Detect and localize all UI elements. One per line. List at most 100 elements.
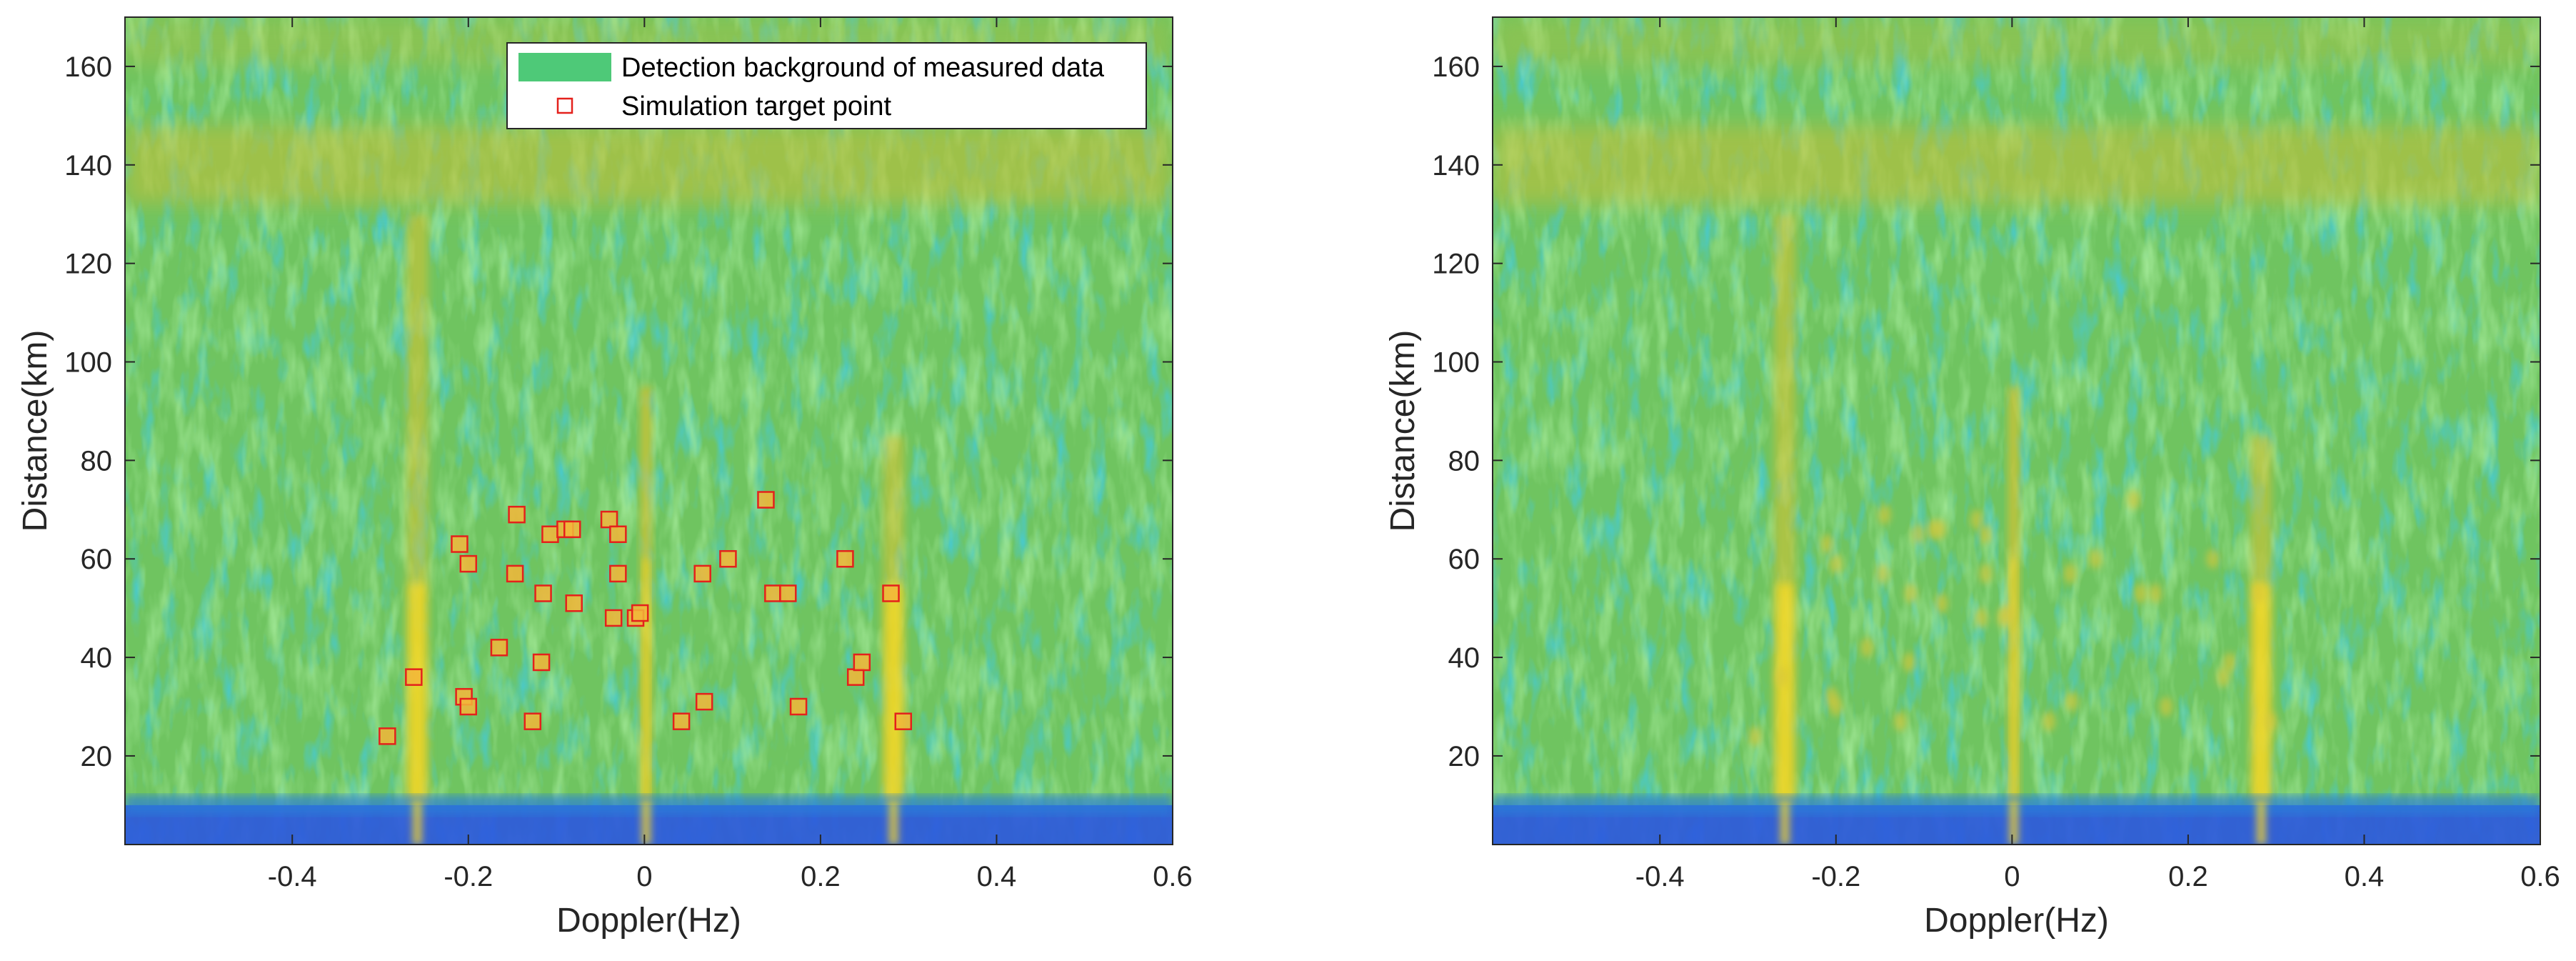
left-panel: -0.4 -0.2 0 0.2 0.4 0.6 20 40 60 80 100 120 140 160 Do… — [16, 16, 1193, 940]
embedded-target-blob — [1878, 504, 1891, 525]
doppler-streak-core — [643, 559, 649, 815]
target-fill — [633, 606, 648, 621]
target-fill — [602, 512, 617, 527]
simulation-target-marker — [882, 584, 900, 602]
embedded-target-blob — [1903, 652, 1916, 672]
embedded-target-blob — [2127, 489, 2140, 510]
embedded-target-blob — [2149, 583, 2162, 604]
doppler-streak-core — [885, 583, 903, 815]
simulation-target-marker — [853, 653, 871, 672]
target-fill — [697, 694, 712, 709]
simulation-target-marker — [506, 564, 524, 583]
simulation-target-marker — [405, 668, 423, 686]
embedded-target-blob — [2160, 697, 2173, 717]
simulation-target-marker — [565, 594, 583, 612]
simulation-target-marker — [563, 520, 581, 539]
doppler-streak-core — [2252, 583, 2270, 815]
x-tick-label: -0.4 — [1635, 861, 1685, 892]
embedded-target-blob — [1820, 534, 1834, 554]
embedded-target-blob — [2065, 692, 2079, 712]
target-fill — [758, 492, 773, 507]
x-tick-label: 0.2 — [801, 861, 841, 892]
axes-box — [1492, 16, 2541, 845]
doppler-streak-core — [409, 583, 426, 815]
simulation-target-marker — [379, 727, 396, 745]
legend-entry-label: Simulation target point — [621, 91, 892, 121]
y-tick-label: 140 — [64, 150, 112, 181]
y-tick-label: 80 — [81, 445, 113, 477]
x-tick-label: 0 — [2004, 861, 2020, 892]
embedded-target-blob — [1979, 524, 1993, 544]
simulation-target-marker — [532, 653, 551, 672]
target-fill — [534, 654, 549, 669]
simulation-target-marker — [779, 584, 797, 602]
simulation-target-marker — [693, 564, 711, 583]
x-tick-label: -0.2 — [1811, 861, 1860, 892]
streak-floor — [641, 800, 651, 845]
y-tick-label: 80 — [1448, 445, 1480, 477]
simulation-target-marker — [523, 712, 542, 730]
y-tick-label: 100 — [1432, 347, 1480, 379]
embedded-target-blob — [2001, 603, 2015, 624]
target-fill — [896, 714, 911, 729]
doppler-streak-core — [2010, 559, 2017, 815]
embedded-target-blob — [1829, 697, 1843, 717]
simulation-target-marker — [534, 584, 552, 602]
x-axis-label: Doppler(Hz) — [1924, 902, 2109, 940]
simulation-target-marker — [719, 549, 737, 568]
right-panel: -0.4 -0.2 0 0.2 0.4 0.6 20 40 60 80 100 120 140 160 Do… — [1384, 16, 2560, 940]
target-layer — [1748, 489, 2277, 747]
legend-entry-label: Detection background of measured data — [621, 53, 1105, 83]
y-axis-label: Distance(km) — [1384, 330, 1422, 532]
target-fill — [509, 507, 524, 522]
embedded-target-blob — [2043, 711, 2056, 732]
y-tick-label: 120 — [64, 249, 112, 280]
target-fill — [543, 527, 558, 542]
legend-box — [506, 42, 1147, 129]
embedded-target-blob — [1748, 726, 1762, 747]
target-fill — [452, 537, 467, 552]
embedded-target-blob — [1933, 519, 1947, 539]
y-tick-label: 60 — [1448, 544, 1480, 575]
embedded-target-blob — [2134, 583, 2147, 604]
simulation-target-marker — [604, 609, 623, 627]
embedded-target-blob — [1893, 711, 1907, 732]
embedded-target-blob — [2264, 711, 2277, 732]
embedded-target-blob — [1829, 554, 1843, 574]
simulation-target-marker — [451, 535, 468, 553]
top-haze — [1493, 17, 2540, 66]
y-tick-label: 60 — [81, 544, 113, 575]
simulation-target-marker — [672, 712, 691, 730]
target-layer — [379, 491, 913, 745]
y-tick-label: 160 — [64, 51, 112, 83]
simulation-target-marker — [695, 692, 713, 711]
x-tick-label: 0 — [636, 861, 652, 892]
heatmap-background — [1493, 17, 2540, 845]
embedded-target-blob — [1911, 524, 1925, 544]
target-fill — [766, 586, 781, 601]
embedded-target-blob — [1970, 509, 1984, 530]
simulation-target-marker — [757, 491, 775, 509]
embedded-target-blob — [1860, 637, 1873, 658]
target-fill — [721, 552, 736, 567]
streak-floor — [888, 800, 899, 845]
x-axis-label: Doppler(Hz) — [556, 902, 741, 940]
target-fill — [883, 586, 898, 601]
simulation-target-marker — [490, 639, 508, 657]
legend-marker-swatch — [556, 97, 573, 114]
embedded-target-blob — [2089, 549, 2103, 569]
x-tick-label: 0.2 — [2168, 861, 2208, 892]
embedded-target-blob — [1935, 593, 1948, 614]
streak-floor — [412, 800, 423, 845]
legend: Detection background of measured data Sim… — [506, 42, 1147, 129]
simulation-target-marker — [508, 505, 526, 524]
target-fill — [508, 566, 523, 581]
target-fill — [695, 566, 710, 581]
target-fill — [838, 552, 853, 567]
simulation-target-marker — [631, 604, 649, 622]
target-fill — [611, 527, 626, 542]
legend-patch-swatch — [518, 53, 611, 81]
simulation-target-marker — [600, 510, 618, 529]
y-tick-label: 140 — [1432, 150, 1480, 181]
